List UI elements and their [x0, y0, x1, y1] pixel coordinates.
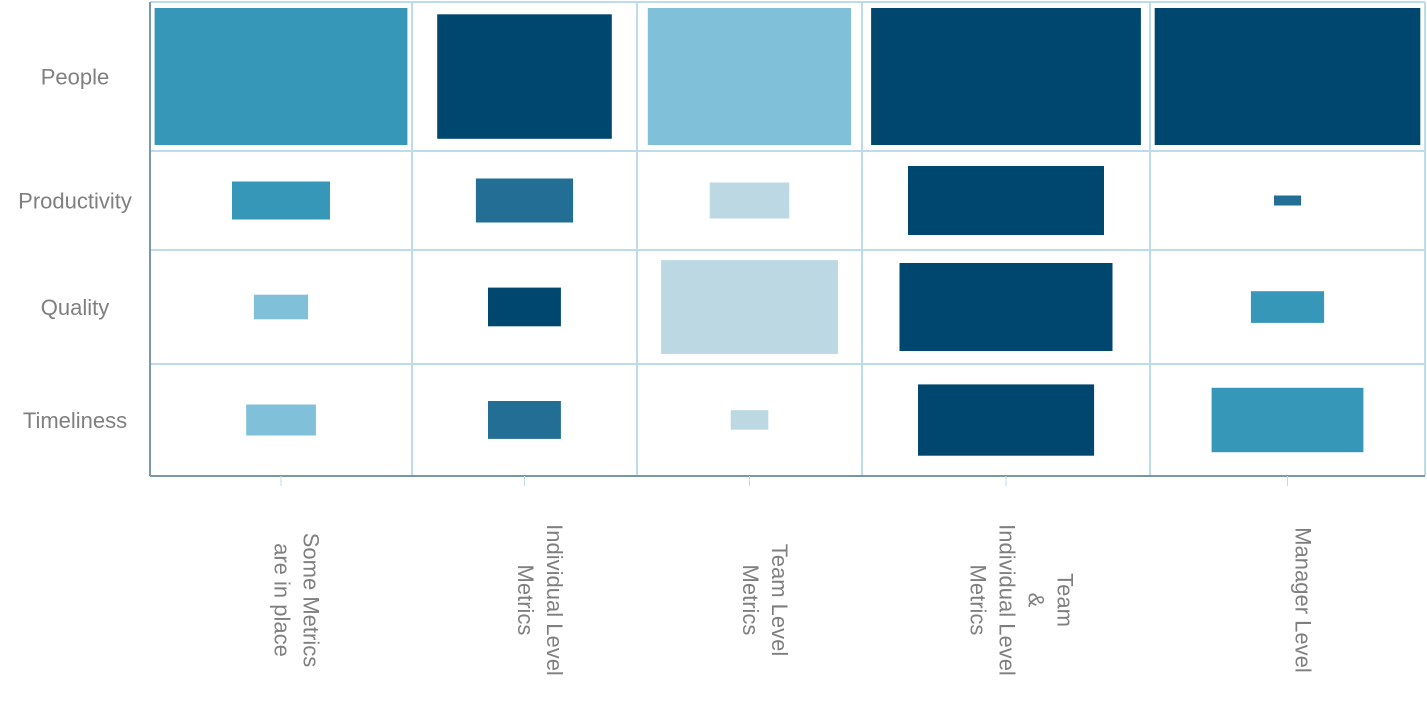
cell-people-1 [154, 8, 408, 145]
grid-lines [149, 1, 1426, 486]
column-label-line: are in place [270, 543, 295, 657]
cell-people-4 [871, 8, 1141, 145]
cell-quality-1 [253, 294, 309, 320]
cell-timeliness-5 [1211, 387, 1364, 453]
cell-quality-2 [488, 287, 561, 327]
row-label-timeliness: Timeliness [23, 408, 127, 433]
column-label-line: Individual Level [995, 524, 1020, 676]
cell-productivity-4 [908, 166, 1104, 235]
cell-productivity-3 [709, 182, 790, 219]
column-label-line: Metrics [513, 565, 538, 636]
row-label-quality: Quality [41, 295, 109, 320]
cell-people-3 [647, 8, 852, 145]
cell-timeliness-3 [730, 410, 769, 430]
column-label-line: Metrics [966, 565, 991, 636]
row-label-productivity: Productivity [18, 189, 132, 214]
cell-people-5 [1154, 8, 1421, 145]
column-label-line: Manager Level [1291, 527, 1316, 673]
column-label-line: Metrics [738, 565, 763, 636]
cell-timeliness-4 [918, 384, 1095, 456]
cell-timeliness-1 [246, 404, 316, 436]
cell-productivity-2 [475, 178, 574, 223]
cell-quality-5 [1250, 291, 1325, 323]
cell-productivity-5 [1274, 195, 1302, 206]
column-label-line: Individual Level [542, 524, 567, 676]
column-label-line: Some Metrics [299, 533, 324, 667]
cell-quality-3 [661, 260, 838, 354]
column-label-5: Manager Level [1291, 527, 1316, 673]
column-label-line: & [1024, 593, 1049, 608]
row-labels: People Productivity Quality Timeliness [18, 65, 132, 434]
cell-rectangles [154, 8, 1421, 456]
row-label-people: People [41, 65, 110, 90]
column-label-line: Team [1053, 573, 1078, 627]
cell-timeliness-2 [488, 401, 561, 439]
column-label-line: Team Level [767, 544, 792, 657]
cell-quality-4 [899, 263, 1113, 351]
cell-productivity-1 [232, 181, 330, 220]
cell-people-2 [437, 14, 612, 139]
